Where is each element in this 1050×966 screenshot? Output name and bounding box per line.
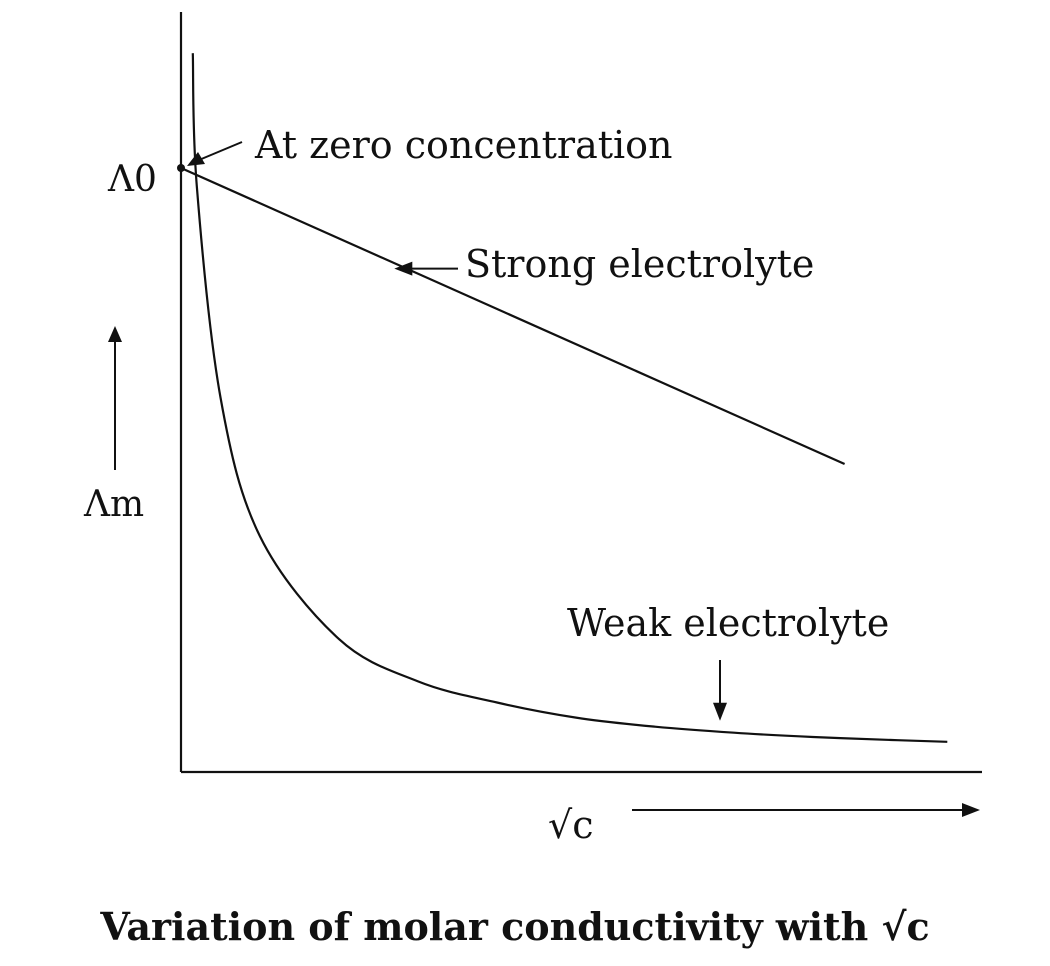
y-intercept-label: Λ0 — [107, 159, 157, 200]
series-weak-electrolyte — [191, 53, 948, 743]
annotation-zero-concentration: At zero concentration — [254, 123, 673, 167]
annotation-weak-electrolyte: Weak electrolyte — [567, 601, 889, 645]
y-axis-label: Λm — [83, 484, 144, 525]
annotation-zero-concentration-arrow — [198, 141, 243, 161]
annotation-weak-electrolyte-arrowhead — [713, 702, 727, 721]
series-strong-electrolyte — [180, 166, 846, 466]
x-axis-label: √c — [548, 803, 594, 847]
x-axis-arrowhead — [962, 803, 980, 817]
annotation-strong-electrolyte: Strong electrolyte — [465, 242, 814, 286]
intercept-point — [177, 164, 185, 172]
y-axis-arrowhead — [108, 326, 122, 342]
annotation-zero-concentration-arrowhead — [187, 152, 205, 166]
chart-title: Variation of molar conductivity with √c — [99, 904, 929, 949]
annotation-strong-electrolyte-arrowhead — [394, 261, 413, 276]
